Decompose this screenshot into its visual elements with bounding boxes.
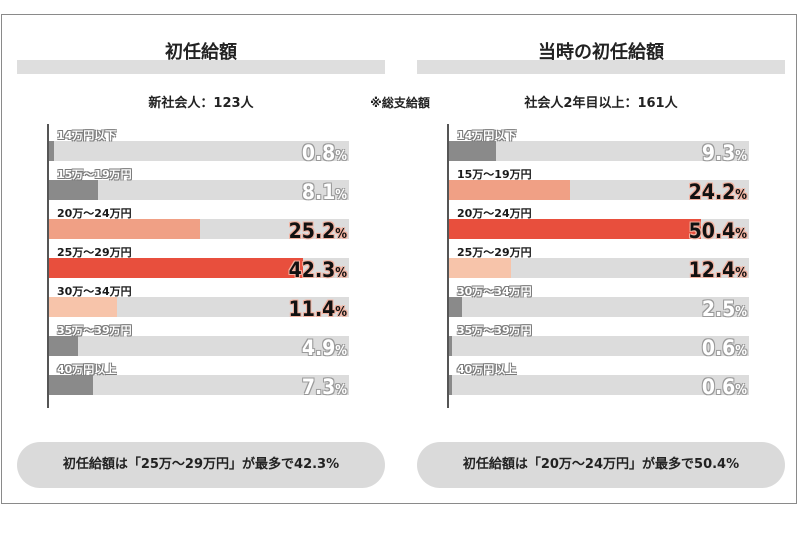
category-label: 30万～34万円 [457, 285, 532, 298]
value-number: 9.3 [701, 141, 736, 165]
value-unit: % [735, 149, 747, 164]
bar [49, 375, 93, 395]
chart-title: 当時の初任給額 [538, 42, 664, 63]
category-label: 25万～29万円 [57, 246, 132, 259]
bar-track [449, 141, 749, 161]
value-label: 0.8% [247, 142, 347, 168]
value-unit: % [735, 305, 747, 320]
category-label: 35万～39万円 [457, 324, 532, 337]
category-label: 14万円以下 [57, 129, 117, 142]
bar-track [449, 375, 749, 395]
gross-pay-note: ※総支給額 [370, 96, 430, 110]
value-number: 0.6 [701, 375, 736, 399]
value-number: 25.2 [288, 219, 336, 243]
value-number: 24.2 [688, 180, 736, 204]
bar [449, 336, 452, 356]
chart-subtitle: 新社会人：123人 [148, 96, 254, 111]
bar [49, 141, 54, 161]
value-label: 11.4% [247, 298, 347, 324]
category-label: 35万～39万円 [57, 324, 132, 337]
value-unit: % [735, 344, 747, 359]
value-unit: % [335, 149, 347, 164]
value-label: 42.3% [247, 259, 347, 285]
bar [49, 258, 303, 278]
value-label: 50.4% [647, 220, 747, 246]
bar [449, 258, 511, 278]
chart-panel-experienced-employees: 当時の初任給額 社会人2年目以上：161人 14万円以下 9.3% 15万～19万円… [417, 0, 800, 533]
value-unit: % [335, 227, 347, 242]
value-number: 4.9 [301, 336, 336, 360]
bar-track [49, 336, 349, 356]
category-label: 15万～19万円 [57, 168, 132, 181]
y-axis-line [47, 124, 49, 408]
title-underline-bar [17, 60, 385, 74]
bar-track [49, 141, 349, 161]
value-number: 12.4 [688, 258, 736, 282]
value-unit: % [735, 188, 747, 203]
chart-subtitle: 社会人2年目以上：161人 [524, 96, 678, 111]
category-label: 40万円以上 [457, 363, 517, 376]
y-axis-line [447, 124, 449, 408]
value-unit: % [335, 188, 347, 203]
category-label: 14万円以下 [457, 129, 517, 142]
value-number: 0.6 [701, 336, 736, 360]
value-label: 24.2% [647, 181, 747, 207]
bar [449, 141, 496, 161]
summary-pill: 初任給額は「25万～29万円」が最多で42.3% [17, 442, 385, 488]
bar-track [49, 297, 349, 317]
value-label: 8.1% [247, 181, 347, 207]
bar [449, 180, 570, 200]
category-label: 15万～19万円 [457, 168, 532, 181]
value-unit: % [335, 266, 347, 281]
bar [449, 219, 701, 239]
value-number: 11.4 [288, 297, 336, 321]
bar-track [449, 258, 749, 278]
bar [449, 375, 452, 395]
value-unit: % [335, 383, 347, 398]
value-unit: % [735, 227, 747, 242]
chart-panel-new-employees: 初任給額 新社会人：123人 14万円以下 0.8% 15万～19万円 8.1% 20万… [17, 0, 417, 533]
bar [49, 297, 118, 317]
value-label: 7.3% [247, 376, 347, 402]
bar [449, 297, 462, 317]
summary-pill: 初任給額は「20万～24万円」が最多で50.4% [417, 442, 785, 488]
value-label: 2.5% [647, 298, 747, 324]
category-label: 20万～24万円 [457, 207, 532, 220]
bar-track [49, 180, 349, 200]
value-label: 12.4% [647, 259, 747, 285]
value-number: 0.8 [301, 141, 336, 165]
value-unit: % [735, 383, 747, 398]
value-label: 0.6% [647, 337, 747, 363]
value-number: 42.3 [288, 258, 336, 282]
value-label: 4.9% [247, 337, 347, 363]
value-label: 0.6% [647, 376, 747, 402]
value-label: 9.3% [647, 142, 747, 168]
bar-track [49, 375, 349, 395]
title-underline-bar [417, 60, 785, 74]
value-label: 25.2% [247, 220, 347, 246]
category-label: 25万～29万円 [457, 246, 532, 259]
value-number: 2.5 [701, 297, 736, 321]
chart-title: 初任給額 [165, 42, 237, 63]
bar-track [449, 297, 749, 317]
bar-track [449, 336, 749, 356]
value-number: 7.3 [301, 375, 336, 399]
category-label: 40万円以上 [57, 363, 117, 376]
value-unit: % [735, 266, 747, 281]
chart-frame [1, 14, 797, 504]
value-number: 8.1 [301, 180, 336, 204]
bar [49, 180, 98, 200]
value-unit: % [335, 305, 347, 320]
category-label: 20万～24万円 [57, 207, 132, 220]
category-label: 30万～34万円 [57, 285, 132, 298]
value-number: 50.4 [688, 219, 736, 243]
bar [49, 336, 79, 356]
bar [49, 219, 201, 239]
value-unit: % [335, 344, 347, 359]
